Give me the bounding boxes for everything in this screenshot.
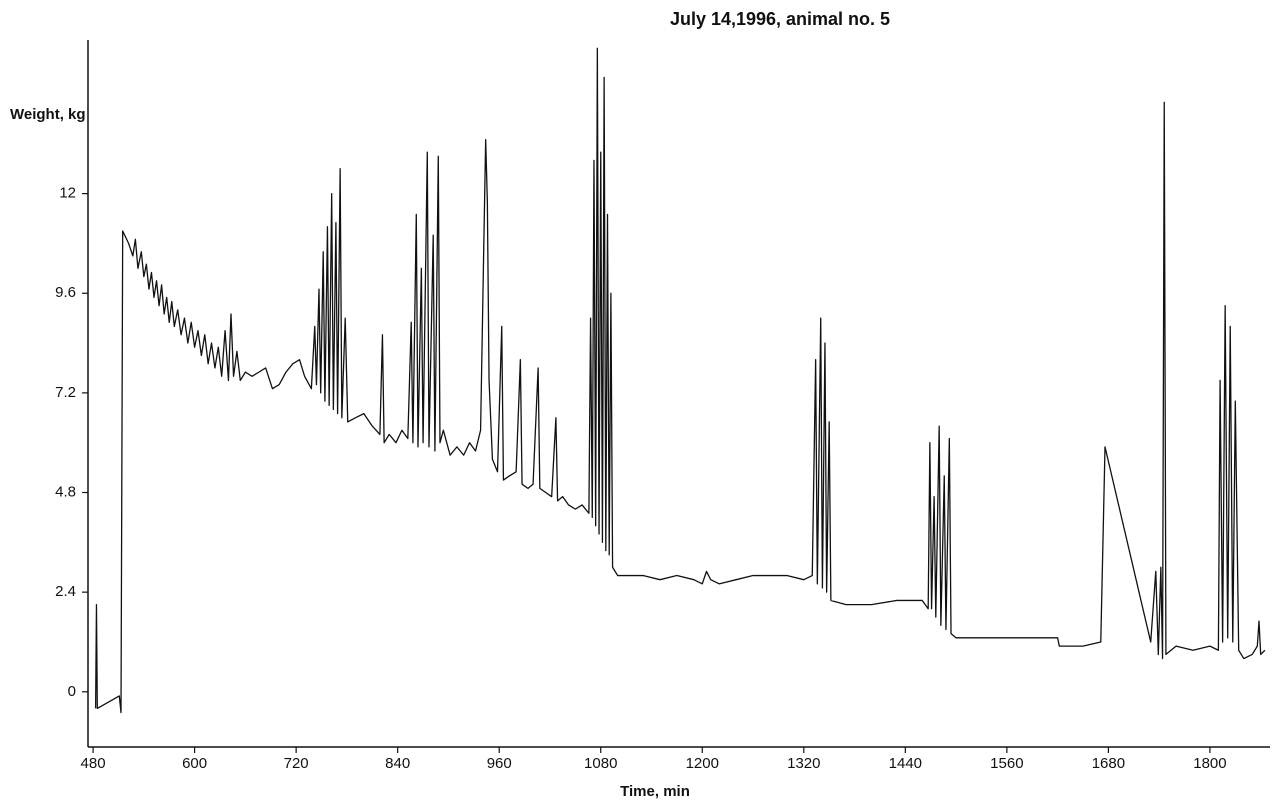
x-tick-label: 1320 bbox=[787, 755, 820, 772]
y-tick-label: 2.4 bbox=[55, 583, 76, 600]
x-tick-label: 1440 bbox=[889, 755, 922, 772]
y-tick-label: 9.6 bbox=[55, 284, 76, 301]
x-tick-label: 720 bbox=[284, 755, 309, 772]
x-tick-label: 1080 bbox=[584, 755, 617, 772]
x-tick-label: 840 bbox=[385, 755, 410, 772]
x-tick-label: 1200 bbox=[686, 755, 719, 772]
weight-line bbox=[94, 47, 1266, 714]
y-axis-label: Weight, kg bbox=[10, 106, 86, 123]
x-tick-label: 1560 bbox=[990, 755, 1023, 772]
y-tick-label: 12 bbox=[59, 185, 76, 202]
chart-title: July 14,1996, animal no. 5 bbox=[670, 9, 890, 29]
x-axis-label: Time, min bbox=[620, 783, 690, 800]
x-tick-label: 1800 bbox=[1193, 755, 1226, 772]
y-tick-label: 4.8 bbox=[55, 483, 76, 500]
y-tick-label: 7.2 bbox=[55, 384, 76, 401]
x-tick-label: 480 bbox=[81, 755, 106, 772]
x-tick-label: 960 bbox=[487, 755, 512, 772]
x-tick-label: 1680 bbox=[1092, 755, 1125, 772]
y-tick-label: 0 bbox=[68, 683, 76, 700]
x-tick-label: 600 bbox=[182, 755, 207, 772]
